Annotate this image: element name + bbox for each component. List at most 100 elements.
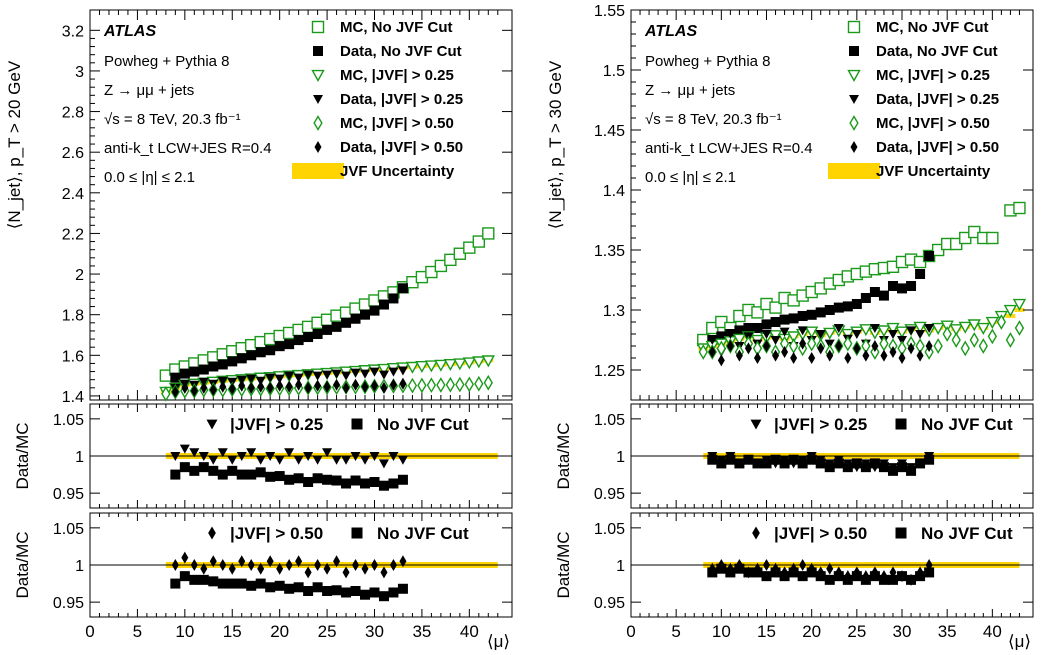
panel1-data-jvf50-point-shape (295, 378, 303, 391)
panel2-data-jvf50-point (844, 352, 852, 364)
panel2-data-jvf50-point-shape (835, 340, 843, 352)
panel2-data-nojvf-point (743, 323, 754, 333)
panel1-ratio1-jvf25-point-shape (397, 455, 408, 465)
panel1-data-jvf25-point (274, 374, 285, 384)
panel1-legend-marker-shape (311, 69, 325, 82)
panel2-ratio2-nojvf-point (851, 571, 862, 582)
panel2-data-jvf25-point (815, 330, 826, 339)
panel1-ratio2-nojvf-point (236, 578, 247, 589)
panel1-ratio2-jvf50-point-shape (266, 555, 274, 568)
panel2-ratio1-nojvf-point-shape (752, 458, 763, 469)
panel1-data-jvf50-point (257, 380, 265, 393)
panel1-ratio2-nojvf-point (265, 582, 276, 593)
panel2-mc-jvf50-point-shape (942, 326, 952, 342)
panel2-xtick-label: 25 (847, 622, 866, 641)
panel2-mc-jvf50-point (978, 338, 988, 354)
panel2-mc-jvf50-point-shape (698, 344, 708, 360)
panel2-ratio1-nojvf-point-shape (915, 458, 926, 469)
panel2-ratio2-nojvf-point (897, 571, 908, 582)
panel2-data-jvf50-point (907, 342, 915, 355)
panel2-info-line: anti-k_t LCW+JES R=0.4 (645, 140, 813, 157)
panel2-ratio1-legend-marker (750, 419, 762, 430)
panel1-legend-band-swatch (292, 163, 344, 179)
panel1-ratio2-jvf50-point (200, 562, 208, 575)
panel1-ratio1-nojvf-point (397, 474, 408, 485)
panel2-mc-jvf50-point (924, 344, 934, 360)
panel1-ratio2-nojvf-point (179, 571, 190, 582)
panel2-ratio1-nojvf-point-shape (779, 458, 790, 469)
panel1-data-nojvf-point-shape (284, 339, 295, 350)
panel2-data-jvf50-point (726, 340, 734, 352)
panel1-ratio1-jvf25-point (284, 448, 295, 458)
panel2-data-nojvf-point-shape (797, 311, 808, 321)
panel1-mc-jvf25-point-shape (434, 359, 448, 372)
panel2-data-nojvf-point-shape (770, 317, 781, 327)
panel2-mc-jvf25-point-shape (1012, 298, 1027, 311)
panel2-data-jvf25-point (824, 339, 835, 349)
panel2-data-jvf50-point-shape (726, 340, 734, 352)
panel2-ratio2-nojvf-point (824, 574, 835, 585)
panel1-ratio2-jvf50-point (304, 566, 312, 579)
panel2-data-jvf50-point-shape (880, 349, 888, 362)
panel2-ratio1-nojvf-point-shape (770, 454, 781, 465)
panel1-data-jvf25-point (378, 370, 389, 380)
panel1-ratio1-nojvf-point-shape (246, 469, 257, 480)
panel2-mc-jvf50-point-shape (951, 332, 961, 348)
panel1-ratio1-ylabel: Data/MC (13, 422, 32, 489)
panel2-ytick-label: 1.5 (603, 63, 625, 80)
panel1-xtick-label: 5 (133, 622, 142, 641)
panel2-data-jvf50-point (826, 349, 834, 362)
panel2-ratio2-nojvf-point (716, 563, 727, 574)
panel2-data-jvf25-point-shape (707, 336, 718, 345)
panel2-data-nojvf-point-shape (815, 307, 826, 318)
panel2-legend-label: Data, |JVF| > 0.25 (876, 91, 999, 108)
panel2-data-jvf25-point-shape (851, 330, 862, 339)
panel2-data-nojvf-point (824, 305, 835, 315)
panel2-legend-marker-shape (849, 46, 859, 56)
panel2-mc-jvf25-point (976, 322, 991, 335)
panel2-ratio1-nojvf-point (779, 458, 790, 469)
panel1-ratio1-nojvf-point (341, 478, 352, 489)
panel1-mc-jvf50-point-shape (161, 386, 171, 402)
panel1-legend-marker (311, 20, 325, 34)
panel2-mc-jvf25-point-shape (949, 324, 963, 337)
panel1-data-jvf50-point-shape (370, 379, 378, 392)
panel2-mc-jvf50-point-shape (1005, 332, 1016, 348)
panel1-ratio2-jvf50-point (333, 555, 341, 568)
panel2-mc-jvf25-point (841, 328, 855, 341)
panel2-ytick-label: 1.35 (594, 243, 625, 260)
panel2-ratio2-nojvf-point (752, 567, 763, 578)
panel1-ratio2-jvf50-point (209, 555, 217, 568)
panel1-ratio1-nojvf-point (293, 473, 304, 484)
panel2-mc-jvf50-point-shape (978, 338, 988, 354)
panel1-data-nojvf-point-shape (397, 283, 408, 294)
panel1-mc-jvf50-point (483, 374, 493, 391)
panel1-ratio1-nojvf-point-shape (397, 474, 408, 485)
panel1-ratio2-nojvf-point (378, 591, 389, 602)
panel2-ratio2-nojvf-point-shape (752, 567, 763, 578)
panel2-ratio1-legend-label: |JVF| > 0.25 (774, 415, 867, 434)
panel2-mc-jvf25-point-shape (804, 326, 819, 339)
panel1-legend-marker-shape (313, 46, 323, 56)
panel1-ratio1-nojvf-point (246, 469, 257, 480)
panel2-data-jvf25-point-shape (779, 327, 790, 337)
panel2-data-nojvf-point (761, 319, 772, 330)
panel2-ratio1-nojvf-point-shape (716, 458, 727, 469)
panel1-ratio1-jvf25-point (360, 455, 371, 465)
panel2-ratio1-nojvf-point-shape (924, 454, 935, 465)
panel2-ratio1-nojvf-point-shape (788, 454, 799, 465)
panel1-data-nojvf-point (198, 364, 209, 375)
panel1-ratio2-nojvf-point-shape (388, 587, 399, 598)
panel1-ratio2-nojvf-point (293, 582, 304, 593)
panel1-data-jvf50-point (200, 381, 208, 394)
panel1-ratio2-jvf50-point-shape (257, 562, 265, 575)
panel1-data-nojvf-point (170, 372, 181, 383)
panel1-mc-jvf50-point (161, 386, 171, 402)
panel2-ratio2-nojvf-point (924, 567, 935, 578)
panel1-ratio1-nojvf-point (303, 477, 314, 487)
panel2-data-jvf50-point (925, 340, 933, 352)
panel2-data-jvf25-point-shape (869, 324, 880, 333)
panel2-main-frame (630, 9, 1034, 401)
panel1-ratio1-nojvf-point (378, 480, 389, 491)
panel1-data-jvf25-point-shape (350, 368, 361, 378)
